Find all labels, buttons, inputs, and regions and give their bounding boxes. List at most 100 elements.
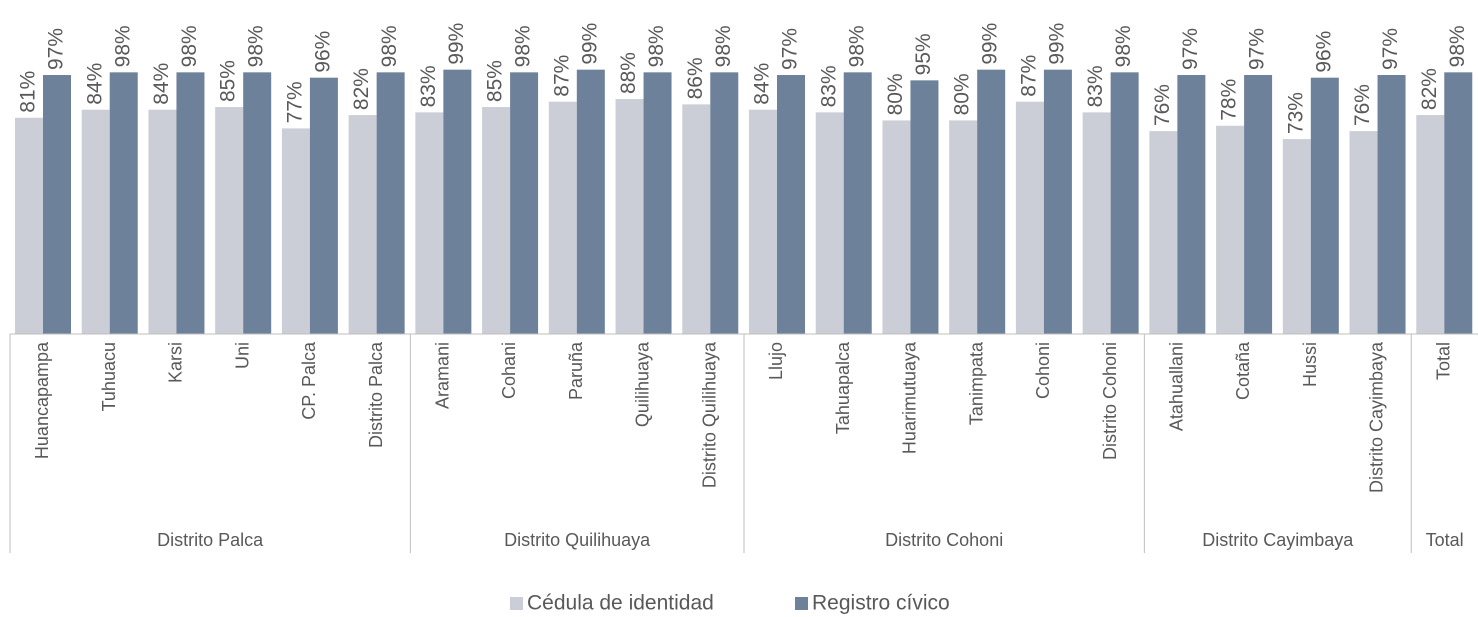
bar [977, 69, 1006, 335]
value-label: 80% [884, 73, 907, 115]
value-label: 97% [1179, 28, 1202, 70]
value-label: 98% [245, 25, 268, 67]
x-tick-label: Quilihuaya [633, 341, 653, 427]
value-label: 99% [445, 23, 468, 65]
bar [1177, 75, 1206, 334]
value-label: 83% [417, 65, 440, 107]
value-label: 86% [684, 57, 707, 99]
legend-swatch [795, 597, 808, 610]
value-label: 76% [1351, 84, 1374, 126]
bar [1149, 131, 1178, 334]
value-label: 85% [484, 60, 507, 102]
bar [1082, 112, 1111, 334]
value-label: 95% [912, 33, 935, 75]
legend-swatch [510, 597, 523, 610]
bar [415, 112, 444, 334]
x-tick-label: Distrito Cayimbaya [1367, 341, 1387, 493]
group-label: Total [1426, 530, 1464, 550]
value-label: 80% [951, 73, 974, 115]
bar [482, 107, 511, 334]
bar [1110, 72, 1139, 334]
bar [615, 99, 644, 334]
value-label: 77% [283, 81, 306, 123]
bar [309, 77, 338, 335]
value-label: 97% [1379, 28, 1402, 70]
bar [1216, 125, 1245, 335]
value-label: 82% [350, 68, 373, 110]
bar [910, 80, 939, 334]
value-label: 97% [1246, 28, 1269, 70]
bar [777, 75, 805, 334]
bar [376, 72, 405, 334]
bar [215, 107, 244, 334]
bar [243, 72, 272, 334]
x-tick-label: Paruña [566, 341, 586, 400]
value-label: 83% [817, 65, 840, 107]
value-label: 98% [178, 25, 201, 67]
value-label: 78% [1218, 79, 1241, 121]
bar [1310, 77, 1339, 335]
bar [1349, 131, 1378, 334]
x-tick-label: Llujo [766, 342, 786, 380]
value-label: 96% [1312, 31, 1335, 73]
bar [1015, 101, 1044, 335]
value-label: 81% [17, 71, 40, 113]
bar [348, 115, 377, 334]
value-label: 98% [1446, 25, 1469, 67]
group-label: Distrito Cayimbaya [1202, 530, 1354, 550]
bar [443, 69, 472, 335]
legend-label: Cédula de identidad [527, 592, 714, 615]
bar [148, 109, 177, 334]
x-tick-label: Total [1433, 342, 1453, 380]
value-label: 98% [1112, 25, 1135, 67]
value-label: 76% [1151, 84, 1174, 126]
bar [1244, 75, 1273, 334]
x-tick-label: Tahuapalca [833, 341, 853, 434]
x-tick-label: Hussi [1300, 342, 1320, 387]
value-label: 82% [1418, 68, 1441, 110]
value-label: 98% [111, 25, 134, 67]
bar [643, 72, 672, 334]
value-label: 83% [1084, 65, 1107, 107]
value-label: 97% [779, 28, 802, 70]
bar [81, 109, 110, 334]
bar [749, 109, 777, 334]
x-tick-label: Tuhuacu [99, 342, 119, 411]
bar [949, 120, 978, 335]
value-label: 98% [645, 25, 668, 67]
value-label: 84% [751, 63, 774, 105]
x-tick-label: Aramani [432, 342, 452, 409]
bar [510, 72, 539, 334]
value-label: 73% [1284, 92, 1307, 134]
x-tick-label: Cohani [499, 342, 519, 399]
value-label: 87% [550, 55, 573, 97]
x-tick-label: Atahuallani [1166, 342, 1186, 431]
bar [1444, 72, 1473, 334]
value-label: 98% [512, 25, 535, 67]
value-label: 97% [45, 28, 68, 70]
x-tick-label: Distrito Cohoni [1100, 342, 1120, 460]
bar [109, 72, 138, 334]
bar [815, 112, 844, 334]
x-tick-label: Tanimpata [966, 341, 986, 425]
bar [43, 75, 71, 334]
bar [548, 101, 577, 335]
value-label: 84% [83, 63, 106, 105]
value-label: 99% [1045, 23, 1068, 65]
bar [882, 120, 911, 335]
bar [1377, 75, 1406, 334]
legend-label: Registro cívico [812, 592, 950, 615]
x-tick-label: Huancapampa [32, 341, 52, 459]
bar [281, 128, 310, 334]
value-label: 84% [150, 63, 173, 105]
bar [682, 104, 711, 334]
bar [843, 72, 872, 334]
value-label: 98% [845, 25, 868, 67]
value-label: 98% [378, 25, 401, 67]
x-tick-label: Uni [232, 342, 252, 369]
value-label: 99% [578, 23, 601, 65]
value-label: 96% [311, 31, 334, 73]
bar [15, 117, 43, 334]
bar [176, 72, 205, 334]
